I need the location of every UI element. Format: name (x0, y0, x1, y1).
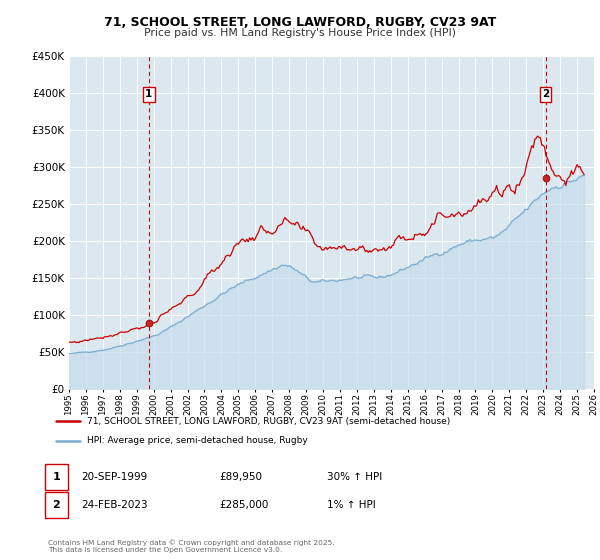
Text: Price paid vs. HM Land Registry's House Price Index (HPI): Price paid vs. HM Land Registry's House … (144, 28, 456, 38)
Text: 20-SEP-1999: 20-SEP-1999 (81, 472, 147, 482)
Text: HPI: Average price, semi-detached house, Rugby: HPI: Average price, semi-detached house,… (86, 436, 307, 445)
Text: £285,000: £285,000 (219, 500, 268, 510)
Text: 1: 1 (145, 89, 152, 99)
Text: 71, SCHOOL STREET, LONG LAWFORD, RUGBY, CV23 9AT: 71, SCHOOL STREET, LONG LAWFORD, RUGBY, … (104, 16, 496, 29)
Text: £89,950: £89,950 (219, 472, 262, 482)
Text: 71, SCHOOL STREET, LONG LAWFORD, RUGBY, CV23 9AT (semi-detached house): 71, SCHOOL STREET, LONG LAWFORD, RUGBY, … (86, 417, 450, 426)
Text: 1% ↑ HPI: 1% ↑ HPI (327, 500, 376, 510)
Text: 1: 1 (53, 472, 60, 482)
Text: 2: 2 (53, 500, 60, 510)
Text: 24-FEB-2023: 24-FEB-2023 (81, 500, 148, 510)
Text: 2: 2 (542, 89, 549, 99)
Text: 30% ↑ HPI: 30% ↑ HPI (327, 472, 382, 482)
Text: Contains HM Land Registry data © Crown copyright and database right 2025.
This d: Contains HM Land Registry data © Crown c… (48, 540, 335, 553)
